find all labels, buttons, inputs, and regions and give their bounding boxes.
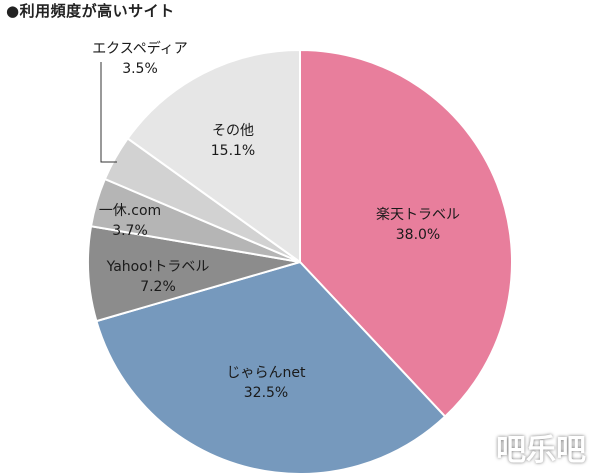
pie-slice-jalan bbox=[95, 260, 447, 475]
slice-value-jalan: 32.5% bbox=[244, 385, 288, 401]
expedia-leader-line bbox=[100, 62, 117, 163]
slice-value-yahoo: 7.2% bbox=[140, 279, 176, 295]
slice-value-ikyu: 3.7% bbox=[112, 223, 148, 239]
slice-value-rakuten: 38.0% bbox=[396, 227, 440, 243]
slice-label-other: その他 bbox=[212, 123, 254, 139]
pie-slice-other bbox=[126, 48, 301, 264]
slice-value-expedia: 3.5% bbox=[122, 61, 158, 77]
slice-label-rakuten: 楽天トラベル bbox=[376, 207, 460, 223]
chart-title: ●利用頻度が高いサイト bbox=[6, 2, 175, 20]
watermark: 吧乐吧 bbox=[496, 433, 586, 468]
slice-label-yahoo: Yahoo!トラベル bbox=[106, 259, 210, 275]
pie-slice-rakuten bbox=[299, 48, 513, 418]
slice-label-jalan: じゃらんnet bbox=[227, 365, 306, 381]
slice-value-other: 15.1% bbox=[211, 143, 255, 159]
slice-label-expedia: エクスペディア bbox=[92, 40, 188, 57]
slice-label-ikyu: 一休.com bbox=[99, 203, 161, 219]
